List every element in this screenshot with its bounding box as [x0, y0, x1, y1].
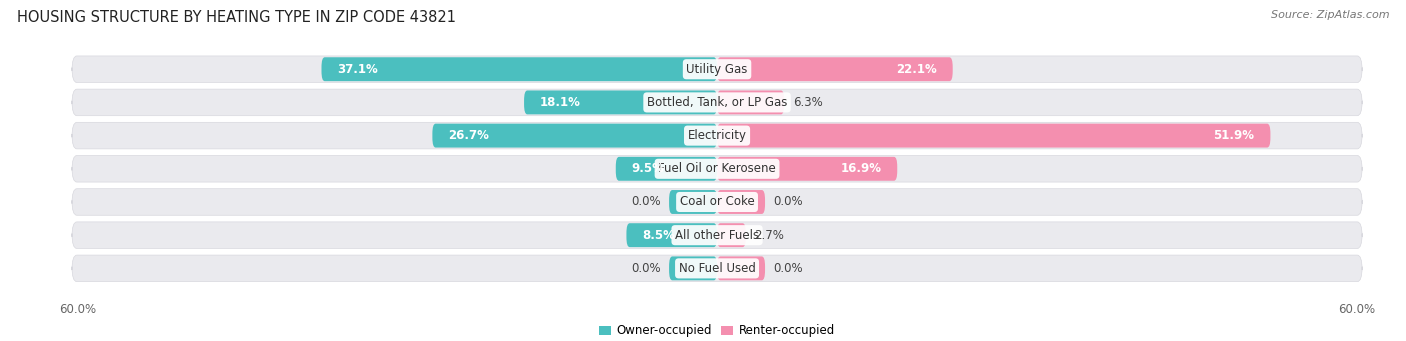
- Text: Bottled, Tank, or LP Gas: Bottled, Tank, or LP Gas: [647, 96, 787, 109]
- Text: Electricity: Electricity: [688, 129, 747, 142]
- Text: 0.0%: 0.0%: [631, 195, 661, 208]
- FancyBboxPatch shape: [717, 57, 953, 81]
- FancyBboxPatch shape: [72, 122, 1362, 149]
- Legend: Owner-occupied, Renter-occupied: Owner-occupied, Renter-occupied: [593, 320, 841, 341]
- FancyBboxPatch shape: [433, 124, 717, 148]
- Text: 0.0%: 0.0%: [773, 262, 803, 275]
- Text: 8.5%: 8.5%: [643, 229, 675, 242]
- FancyBboxPatch shape: [717, 256, 765, 280]
- FancyBboxPatch shape: [72, 56, 1362, 83]
- Text: Utility Gas: Utility Gas: [686, 63, 748, 76]
- FancyBboxPatch shape: [717, 157, 897, 181]
- Text: 18.1%: 18.1%: [540, 96, 581, 109]
- Text: Coal or Coke: Coal or Coke: [679, 195, 755, 208]
- FancyBboxPatch shape: [72, 155, 1362, 182]
- FancyBboxPatch shape: [616, 157, 717, 181]
- Text: 37.1%: 37.1%: [337, 63, 378, 76]
- FancyBboxPatch shape: [322, 57, 717, 81]
- Text: 0.0%: 0.0%: [773, 195, 803, 208]
- FancyBboxPatch shape: [72, 89, 1362, 116]
- FancyBboxPatch shape: [669, 190, 717, 214]
- Text: HOUSING STRUCTURE BY HEATING TYPE IN ZIP CODE 43821: HOUSING STRUCTURE BY HEATING TYPE IN ZIP…: [17, 10, 456, 25]
- FancyBboxPatch shape: [717, 124, 1271, 148]
- FancyBboxPatch shape: [717, 223, 745, 247]
- Text: 2.7%: 2.7%: [755, 229, 785, 242]
- FancyBboxPatch shape: [717, 90, 785, 114]
- Text: 26.7%: 26.7%: [449, 129, 489, 142]
- FancyBboxPatch shape: [72, 255, 1362, 282]
- Text: No Fuel Used: No Fuel Used: [679, 262, 755, 275]
- Text: 16.9%: 16.9%: [841, 162, 882, 175]
- FancyBboxPatch shape: [72, 189, 1362, 215]
- FancyBboxPatch shape: [627, 223, 717, 247]
- Text: Fuel Oil or Kerosene: Fuel Oil or Kerosene: [658, 162, 776, 175]
- Text: 0.0%: 0.0%: [631, 262, 661, 275]
- FancyBboxPatch shape: [72, 222, 1362, 249]
- Text: Source: ZipAtlas.com: Source: ZipAtlas.com: [1271, 10, 1389, 20]
- FancyBboxPatch shape: [524, 90, 717, 114]
- Text: All other Fuels: All other Fuels: [675, 229, 759, 242]
- FancyBboxPatch shape: [669, 256, 717, 280]
- Text: 22.1%: 22.1%: [896, 63, 936, 76]
- Text: 9.5%: 9.5%: [631, 162, 665, 175]
- Text: 51.9%: 51.9%: [1213, 129, 1254, 142]
- Text: 6.3%: 6.3%: [793, 96, 823, 109]
- FancyBboxPatch shape: [717, 190, 765, 214]
